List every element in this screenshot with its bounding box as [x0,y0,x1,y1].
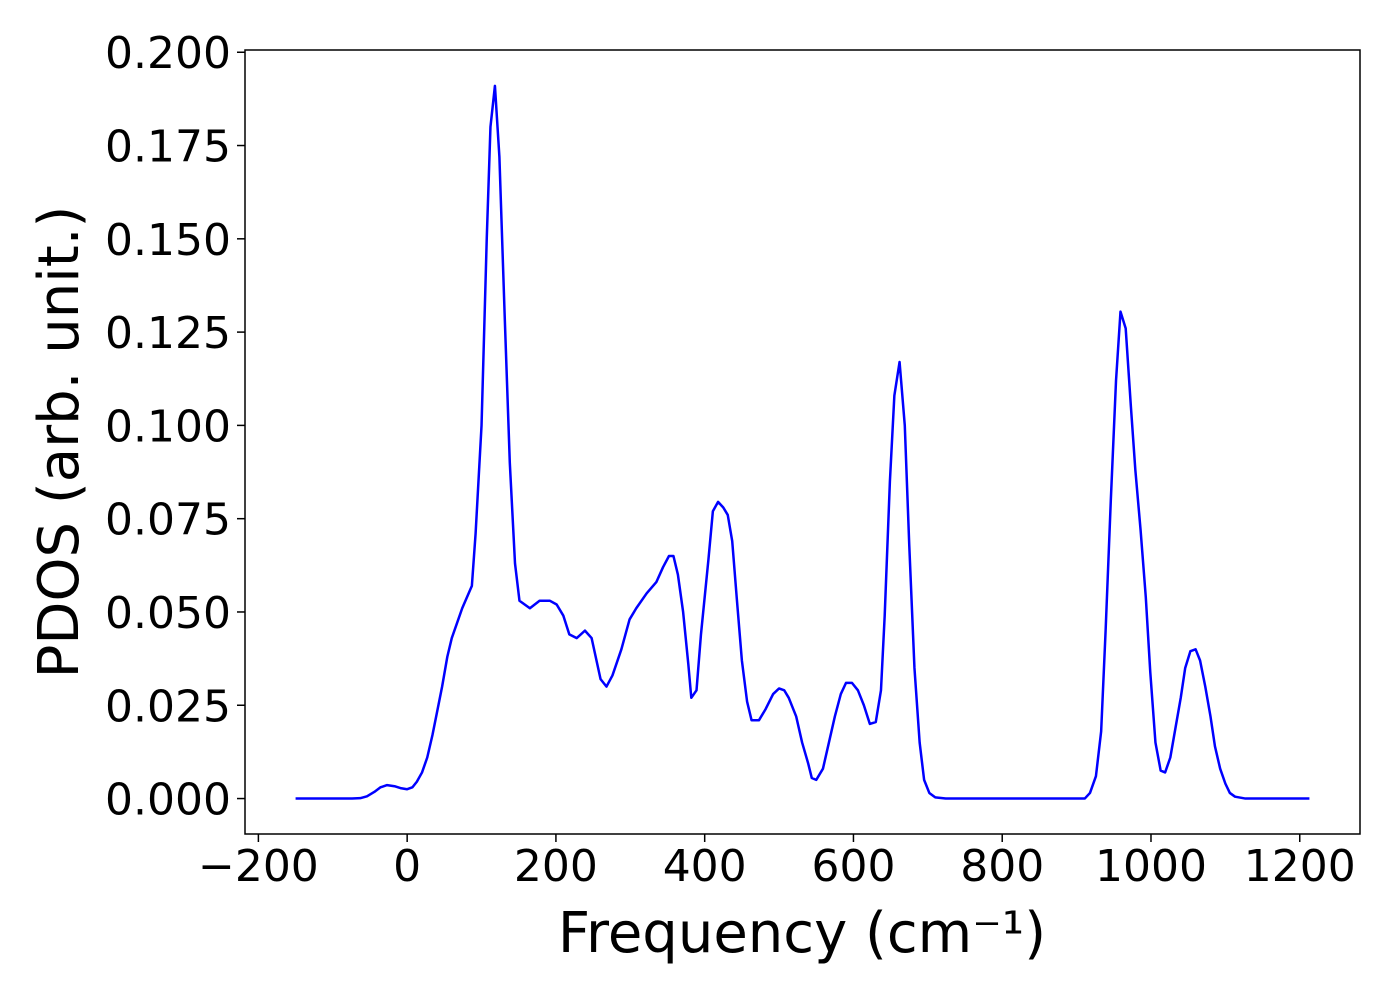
plot-frame [244,49,1361,835]
x-tick-label: 1200 [1244,841,1356,892]
y-tick-label: 0.100 [105,401,231,452]
y-tick-label: 0.025 [105,681,231,732]
y-tick-label: 0.175 [105,122,231,173]
x-tick-label: 600 [811,841,895,892]
x-tick-label: 1000 [1095,841,1207,892]
y-tick-label: 0.150 [105,215,231,266]
y-tick-label: 0.075 [105,495,231,546]
x-tick-label: 400 [663,841,747,892]
data-line [295,84,1310,800]
y-tick-label: 0.125 [105,308,231,359]
x-axis-label: Frequency (cm⁻¹) [558,901,1046,966]
x-tick-label: 800 [960,841,1044,892]
y-tick-label: 0.200 [105,28,231,79]
y-tick-label: 0.050 [105,588,231,639]
x-tick-label: 200 [514,841,598,892]
y-tick-label: 0.000 [105,775,231,826]
y-axis-label: PDOS (arb. unit.) [27,206,92,679]
x-tick-label: −200 [198,841,319,892]
x-tick-label: 0 [393,841,421,892]
